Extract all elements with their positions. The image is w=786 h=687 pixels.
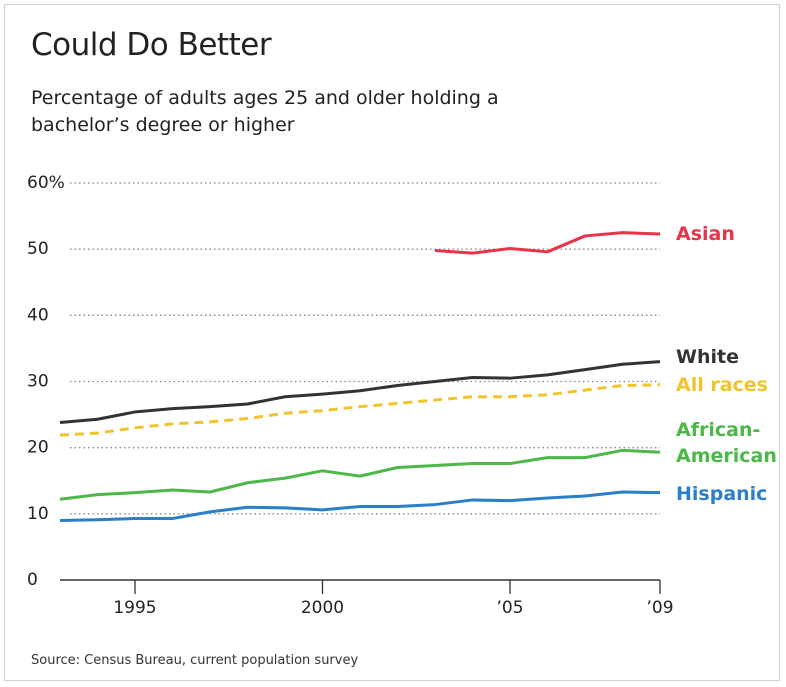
series-label: Hispanic bbox=[676, 483, 768, 505]
chart-frame: Could Do Better Percentage of adults age… bbox=[4, 4, 780, 681]
y-tick-label: 50 bbox=[27, 239, 49, 259]
series-line bbox=[59, 490, 661, 522]
y-tick-label: 20 bbox=[27, 438, 49, 458]
x-tick-label: ’05 bbox=[496, 598, 523, 618]
x-tick-label: 2000 bbox=[301, 598, 344, 618]
y-tick-label: 10 bbox=[27, 504, 49, 524]
series-label: Asian bbox=[676, 223, 735, 245]
y-tick-label: 30 bbox=[27, 372, 49, 392]
source-note: Source: Census Bureau, current populatio… bbox=[31, 653, 359, 668]
y-tick-label: 60% bbox=[27, 173, 65, 193]
series-line bbox=[434, 231, 661, 255]
series-label: All races bbox=[676, 374, 768, 396]
series-label: White bbox=[676, 346, 739, 368]
chart-subtitle: Percentage of adults ages 25 and older h… bbox=[31, 87, 499, 136]
y-tick-label: 0 bbox=[27, 570, 38, 590]
x-tick-label: 1995 bbox=[113, 598, 156, 618]
series-line bbox=[59, 448, 661, 501]
series-line bbox=[59, 360, 661, 425]
chart-title: Could Do Better bbox=[31, 27, 272, 63]
series-label: African-American bbox=[676, 419, 777, 467]
y-tick-label: 40 bbox=[27, 305, 49, 325]
series-line bbox=[59, 383, 661, 437]
x-tick-label: ’09 bbox=[646, 598, 673, 618]
